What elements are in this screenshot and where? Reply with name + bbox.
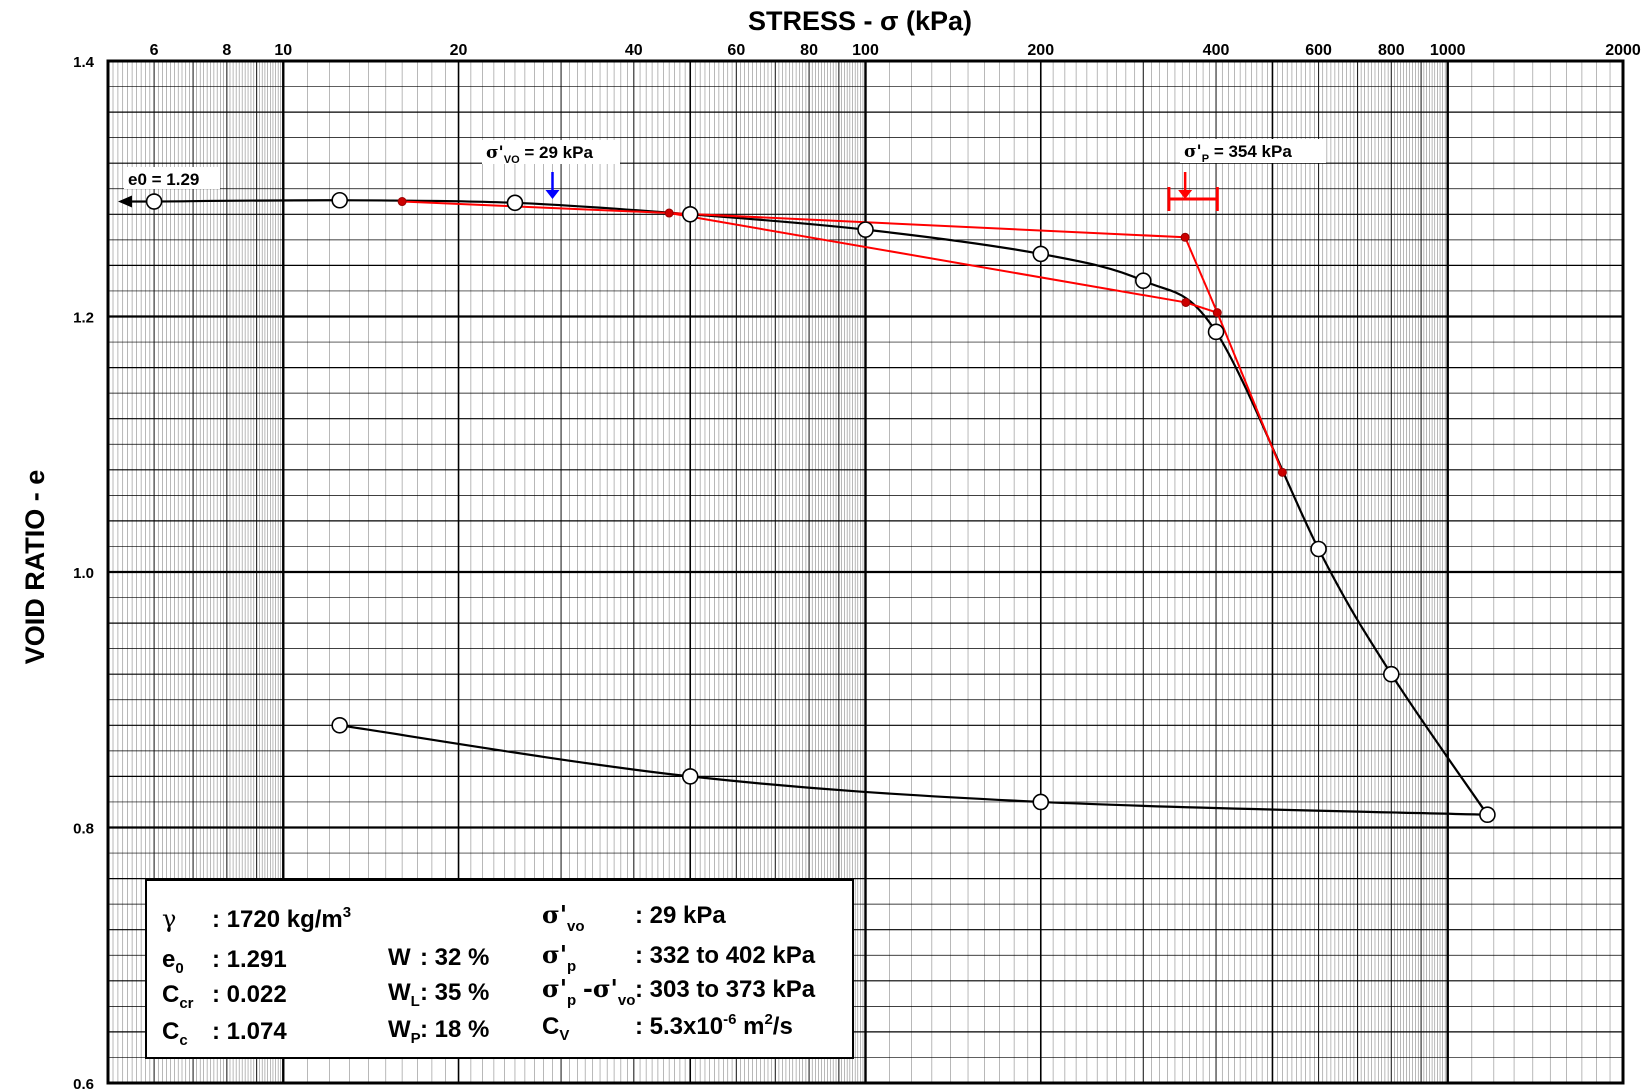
red-point <box>1181 297 1191 307</box>
y-tick-label: 1.0 <box>73 565 94 582</box>
loading-curve <box>154 199 1489 816</box>
prop-sdiff: σ'p -σ'vo : 303 to 373 kPa <box>542 974 816 1011</box>
red-point <box>1277 467 1287 477</box>
e0-label-bg <box>124 167 220 189</box>
svo-label-bg <box>482 140 620 164</box>
x-tick-label: 800 <box>1378 42 1405 59</box>
data-point <box>1134 272 1152 290</box>
sp-label: σ'P = 354 kPa <box>1184 142 1292 165</box>
data-point <box>681 206 699 223</box>
x-tick-label: 100 <box>852 42 879 59</box>
red-point <box>397 197 407 207</box>
prop-e0: e0 : 1.291 <box>162 946 287 979</box>
x-tick-label: 8 <box>222 42 231 59</box>
svo-arrow-head <box>545 190 560 199</box>
data-point <box>1207 323 1225 341</box>
y-tick-label: 1.4 <box>73 54 95 71</box>
plot-border <box>106 59 1625 1085</box>
y-tick-labels: 0.6 0.8 1.0 1.2 1.4 <box>73 54 95 1089</box>
y-tick-label: 1.2 <box>73 310 94 327</box>
construction-line <box>402 200 670 215</box>
data-point <box>331 716 348 734</box>
sp-label-bg <box>1180 139 1326 163</box>
construction-line <box>668 212 1187 304</box>
prop-cv: CV : 5.3x10-6 m2/s <box>542 1011 793 1046</box>
sp-arrow-head <box>1178 190 1193 199</box>
data-point <box>331 191 348 209</box>
prop-ccr: Ccr : 0.022 <box>162 981 287 1014</box>
annotations: e0 = 1.29 σ'VO = 29 kPa σ'P = 354 kPa <box>118 139 1326 211</box>
x-tick-label: 200 <box>1027 42 1054 59</box>
prop-sp: σ'p : 332 to 402 kPa <box>542 940 816 977</box>
construction-line <box>1216 312 1284 473</box>
y-axis-title: VOID RATIO - e <box>20 470 50 665</box>
prop-gamma: γ : 1720 kg/m3 <box>162 904 351 933</box>
svo-label: σ'VO = 29 kPa <box>486 143 593 166</box>
x-tick-label: 60 <box>727 42 745 59</box>
data-point <box>681 768 699 785</box>
data-point <box>506 194 524 212</box>
red-point <box>1212 308 1222 318</box>
x-tick-label: 400 <box>1203 42 1230 59</box>
prop-w: W : 32 % <box>388 944 489 971</box>
e0-arrow <box>118 195 132 208</box>
x-tick-label: 600 <box>1305 42 1332 59</box>
x-tick-label: 6 <box>150 42 159 59</box>
red-point <box>664 208 674 218</box>
x-tick-label: 2000 <box>1605 42 1641 59</box>
unloading-curve <box>339 724 1488 816</box>
e0-label: e0 = 1.29 <box>128 170 199 189</box>
x-tick-label: 80 <box>800 42 818 59</box>
y-tick-label: 0.6 <box>73 1076 94 1089</box>
y-tick-label: 0.8 <box>73 821 94 838</box>
data-point <box>145 193 163 210</box>
data-point <box>1383 665 1400 683</box>
data-point <box>1479 806 1496 824</box>
x-tick-label: 20 <box>450 42 468 59</box>
prop-svo: σ'vo : 29 kPa <box>542 900 726 937</box>
x-axis-title: STRESS - σ (kPa) <box>748 6 972 36</box>
data-point <box>1310 540 1327 558</box>
prop-cc: Cc : 1.074 <box>162 1018 287 1051</box>
prop-wp: WP : 18 % <box>388 1016 489 1049</box>
data-point <box>1032 245 1050 263</box>
properties-box: γ : 1720 kg/m3 e0 : 1.291 Ccr : 0.022 Cc… <box>145 879 854 1059</box>
data-point <box>1032 793 1050 811</box>
construction-line <box>669 212 1186 239</box>
x-tick-label: 10 <box>274 42 292 59</box>
x-tick-label: 1000 <box>1430 42 1466 59</box>
data-series <box>145 191 1496 824</box>
data-point <box>857 221 874 238</box>
x-tick-labels: 6 8 10 20 40 60 80 100 200 400 600 800 1000 2000 <box>150 42 1641 59</box>
properties-box-border <box>145 879 854 1059</box>
construction-line <box>1184 236 1219 314</box>
red-point <box>1180 232 1190 242</box>
construction-line <box>1185 301 1218 314</box>
x-tick-label: 40 <box>625 42 643 59</box>
prop-wl: WL : 35 % <box>388 979 489 1012</box>
